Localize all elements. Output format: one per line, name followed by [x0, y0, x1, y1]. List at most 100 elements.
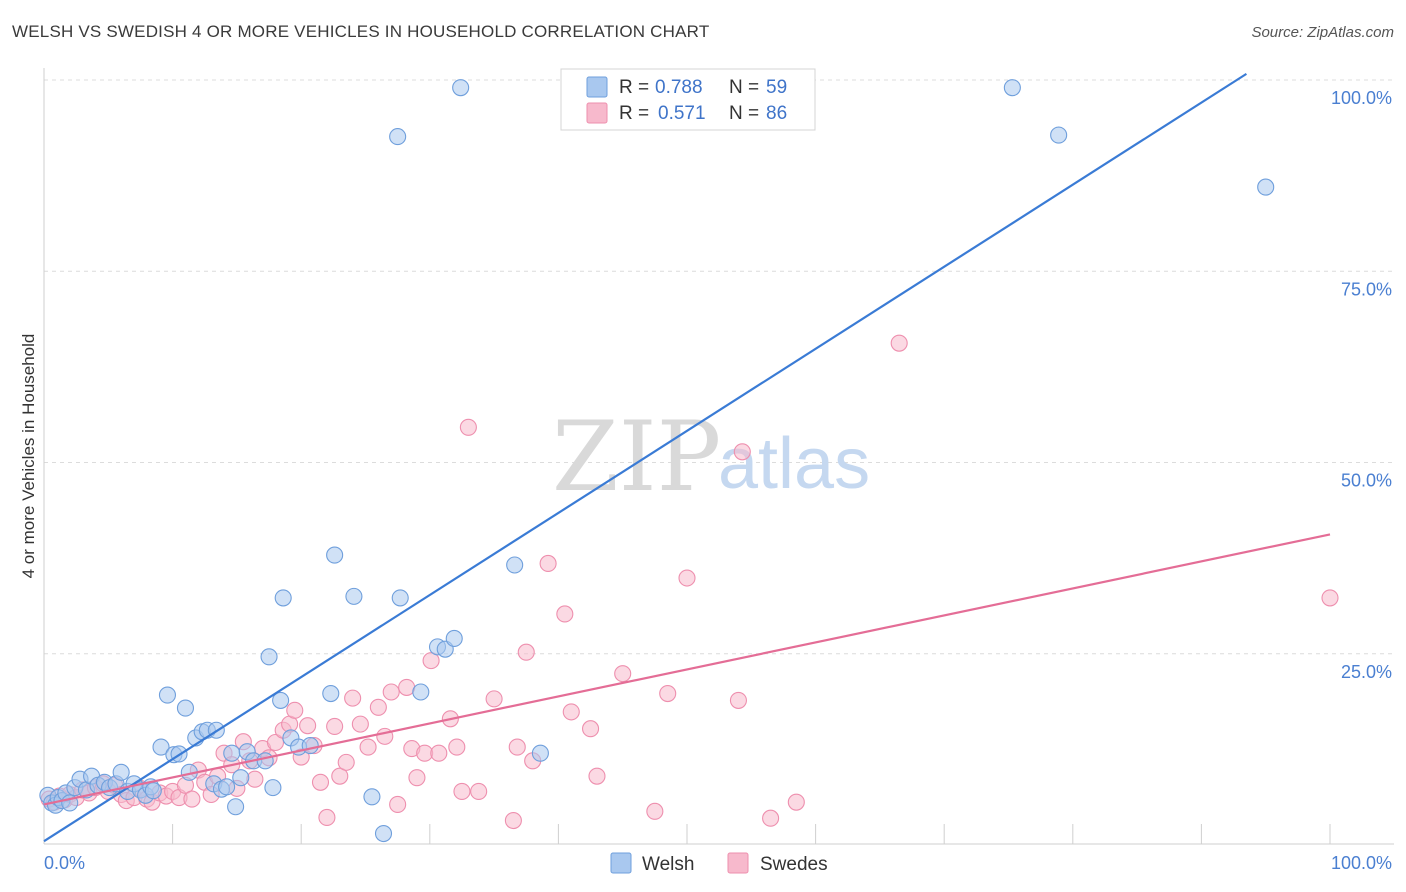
swedes-point-50 — [359, 738, 377, 756]
swedes-point-73 — [562, 703, 580, 721]
swedes-point-59 — [422, 652, 440, 670]
watermark-zip: ZIP — [552, 401, 721, 513]
swedes-point-54 — [389, 795, 407, 814]
welsh-point-64 — [1257, 178, 1275, 196]
welsh-point-47 — [301, 736, 319, 755]
swedes-n-label: N = — [729, 103, 759, 124]
welsh-bottom-label: Welsh — [642, 854, 694, 875]
welsh-point-63 — [1050, 126, 1068, 144]
swedes-point-45 — [326, 717, 344, 735]
swedes-point-62 — [448, 738, 466, 756]
welsh-legend-swatch — [586, 76, 608, 98]
swedes-point-36 — [266, 733, 285, 752]
y-tick-labels: 25.0% 50.0% 75.0% 100.0% — [1331, 88, 1392, 682]
swedes-point-76 — [614, 665, 632, 683]
trendlines — [43, 72, 1331, 843]
welsh-point-53 — [389, 128, 407, 146]
welsh-point-44 — [274, 589, 292, 607]
y-axis-label: 4 or more Vehicles in Household — [19, 334, 38, 579]
welsh-r-label: R = — [619, 77, 649, 98]
x-tick-label-left: 0.0% — [44, 853, 85, 873]
swedes-point-60 — [430, 744, 448, 762]
welsh-point-23 — [158, 686, 177, 704]
swedes-point-71 — [539, 554, 557, 573]
swedes-bottom-swatch — [727, 852, 749, 874]
swedes-r-label: R = — [619, 103, 649, 124]
swedes-point-49 — [351, 715, 369, 733]
welsh-point-36 — [227, 798, 245, 816]
swedes-point-67 — [504, 811, 522, 830]
chart-source: Source: ZipAtlas.com — [1251, 24, 1394, 41]
welsh-point-50 — [345, 587, 363, 605]
welsh-point-43 — [272, 691, 290, 709]
swedes-point-55 — [398, 678, 416, 696]
welsh-point-52 — [374, 824, 393, 843]
swedes-point-72 — [556, 605, 574, 623]
welsh-point-54 — [391, 589, 409, 607]
swedes-point-41 — [299, 717, 317, 735]
watermark-atlas: atlas — [718, 424, 870, 504]
swedes-point-83 — [787, 793, 805, 811]
welsh-n-value: 59 — [766, 77, 787, 98]
welsh-point-49 — [326, 546, 344, 564]
swedes-point-79 — [678, 569, 696, 587]
swedes-point-33 — [246, 770, 264, 788]
swedes-point-80 — [729, 691, 747, 709]
swedes-trendline — [43, 533, 1331, 806]
swedes-point-43 — [311, 773, 330, 791]
welsh-point-60 — [506, 556, 524, 574]
welsh-point-21 — [144, 782, 162, 800]
x-ticks — [43, 824, 1331, 844]
swedes-point-81 — [733, 443, 751, 461]
welsh-point-37 — [232, 769, 250, 787]
swedes-point-47 — [337, 753, 355, 771]
swedes-point-82 — [762, 809, 780, 827]
welsh-bottom-swatch — [610, 852, 632, 874]
x-tick-label-right: 100.0% — [1331, 853, 1392, 873]
y-tick-label-100: 100.0% — [1331, 88, 1392, 108]
chart-title: WELSH VS SWEDISH 4 OR MORE VEHICLES IN H… — [12, 22, 710, 41]
welsh-point-34 — [218, 778, 236, 796]
swedes-point-44 — [318, 808, 336, 827]
swedes-point-53 — [382, 683, 400, 701]
top-legend: R = 0.788 N = 59 R = 0.571 N = 86 — [560, 68, 816, 131]
swedes-point-65 — [470, 782, 488, 801]
welsh-point-15 — [112, 763, 130, 781]
welsh-point-62 — [1003, 79, 1021, 97]
swedes-point-57 — [408, 769, 426, 787]
welsh-point-35 — [223, 744, 241, 762]
swedes-point-75 — [588, 767, 606, 785]
welsh-point-40 — [256, 752, 274, 770]
welsh-point-42 — [264, 779, 282, 797]
welsh-r-value: 0.788 — [655, 77, 703, 98]
swedes-point-69 — [517, 643, 535, 661]
welsh-point-51 — [363, 788, 381, 806]
welsh-trendline — [43, 72, 1248, 843]
welsh-n-label: N = — [729, 77, 759, 98]
watermark: ZIP atlas — [552, 401, 870, 513]
swedes-point-46 — [331, 767, 349, 785]
grid-layer — [44, 79, 1394, 655]
swedes-point-84 — [890, 334, 908, 352]
swedes-r-value: 0.571 — [658, 103, 706, 124]
welsh-point-41 — [260, 648, 278, 666]
swedes-point-85 — [1321, 589, 1339, 607]
welsh-point-48 — [322, 684, 340, 703]
swedes-n-value: 86 — [766, 103, 787, 124]
swedes-point-23 — [183, 790, 201, 808]
swedes-point-74 — [581, 720, 600, 738]
swedes-point-39 — [286, 701, 304, 719]
swedes-point-66 — [485, 690, 503, 708]
welsh-point-22 — [152, 738, 170, 756]
swedes-legend-swatch — [586, 102, 608, 124]
welsh-point-55 — [412, 683, 430, 701]
swedes-point-77 — [646, 802, 664, 820]
welsh-point-59 — [452, 79, 470, 97]
swedes-point-68 — [508, 738, 526, 756]
swedes-point-51 — [369, 698, 387, 716]
swedes-point-64 — [459, 418, 477, 436]
swedes-point-63 — [453, 782, 471, 801]
y-tick-label-25: 25.0% — [1341, 662, 1392, 682]
bottom-legend: Welsh Swedes — [610, 852, 828, 875]
